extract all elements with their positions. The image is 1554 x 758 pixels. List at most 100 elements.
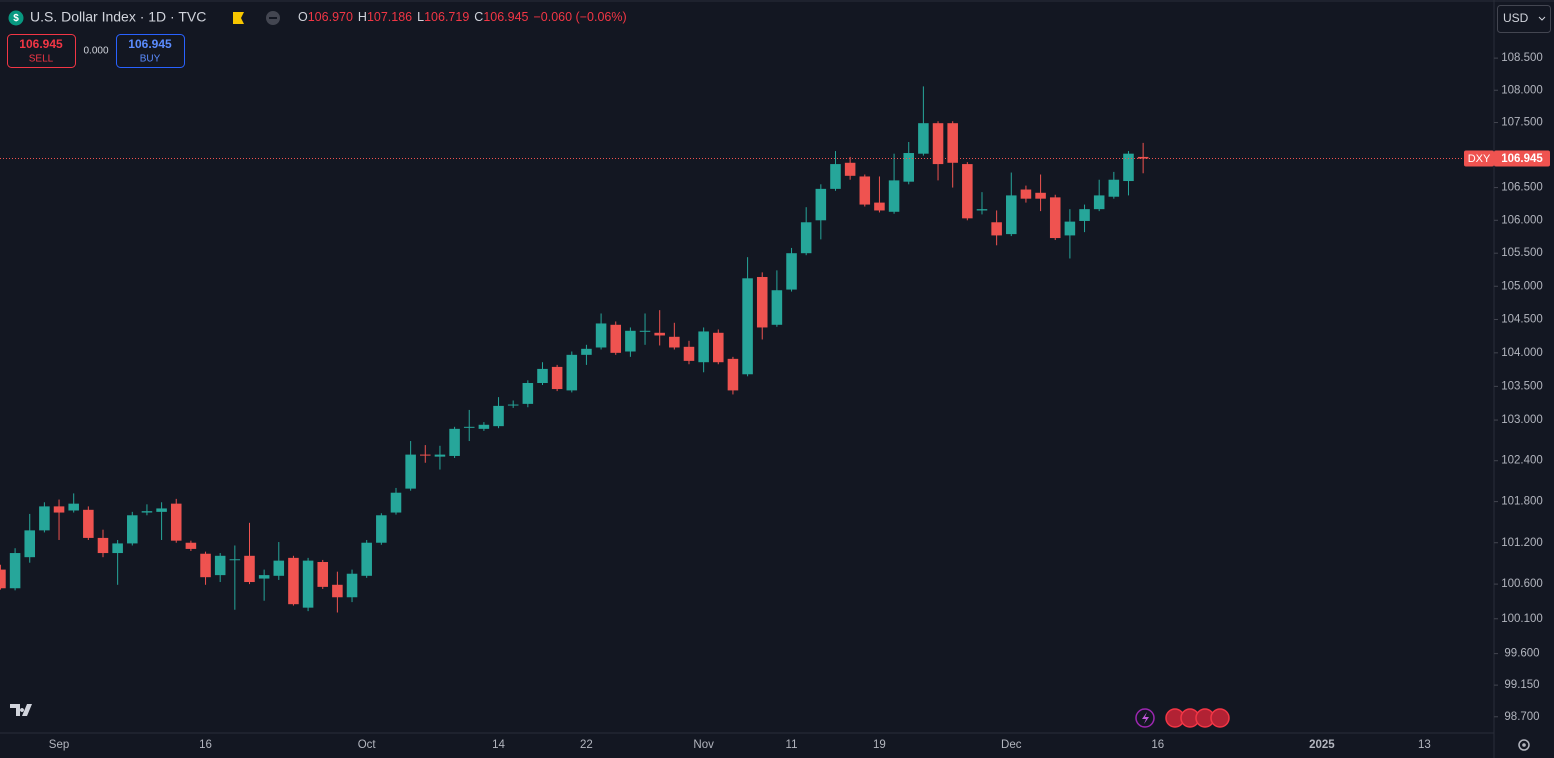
candle-body	[962, 164, 973, 219]
y-tick-label: 101.200	[1501, 537, 1543, 549]
candle-body	[507, 404, 519, 406]
chart-title[interactable]: U.S. Dollar Index · 1D · TVC	[30, 9, 206, 25]
candle-body	[434, 454, 446, 457]
candle-body	[200, 553, 211, 578]
y-tick-label: 100.600	[1501, 578, 1543, 590]
candle-body	[346, 573, 358, 598]
buy-button[interactable]	[116, 34, 185, 68]
candle-body	[742, 278, 753, 375]
x-tick-label: Oct	[358, 739, 377, 751]
candle-body	[332, 584, 343, 598]
candle-body	[478, 424, 490, 429]
candle-body	[918, 123, 929, 154]
candle-body	[815, 188, 827, 221]
candle-body	[68, 503, 79, 511]
candle-body	[449, 428, 460, 456]
candle-body	[1064, 221, 1076, 236]
x-tick-label: 13	[1418, 739, 1431, 751]
candle-body	[874, 202, 885, 211]
candle-body	[976, 209, 988, 211]
candle-body	[713, 332, 724, 363]
candle-body	[97, 537, 109, 554]
candle-body	[244, 555, 255, 583]
y-tick-label: 100.100	[1501, 613, 1543, 625]
y-tick-label: 103.000	[1501, 414, 1543, 426]
symbol-tag-label: DXY	[1468, 153, 1491, 165]
tv-logo[interactable]	[10, 704, 32, 716]
candle-body	[83, 509, 94, 538]
candle-body	[273, 560, 285, 576]
y-tick-label: 101.800	[1501, 496, 1543, 508]
candle-body	[214, 555, 226, 576]
candle-body	[888, 180, 900, 212]
sell-button[interactable]	[7, 34, 76, 68]
ohlc-label: C	[474, 10, 483, 24]
ohlc-label: L	[417, 10, 424, 24]
candle-body	[127, 515, 138, 544]
sell-price: 106.945	[19, 37, 63, 51]
candle-body	[932, 123, 944, 165]
candle-body	[1035, 192, 1046, 199]
ohlc-value: 107.186	[367, 10, 412, 24]
candle-body	[361, 542, 372, 576]
candle-body	[551, 366, 563, 390]
ohlc-label: O	[298, 10, 308, 24]
ohlc-legend: O106.970 H107.186 L106.719 C106.945 −0.060 (…	[298, 10, 627, 24]
currency-label: USD	[1503, 11, 1529, 25]
candle-body	[156, 508, 167, 512]
candle-body	[405, 454, 416, 489]
flag-icon[interactable]	[233, 12, 244, 24]
candle-body	[0, 569, 6, 589]
candle-body	[581, 348, 592, 355]
candle-body	[947, 123, 958, 163]
y-tick-label: 108.000	[1501, 84, 1543, 96]
candle-body	[639, 330, 651, 332]
candle-body	[288, 557, 299, 605]
us-flag-icon[interactable]	[1210, 708, 1230, 728]
candle-body	[493, 405, 504, 427]
y-tick-label: 107.500	[1501, 117, 1543, 129]
symbol-icon[interactable]	[8, 10, 24, 26]
candle-body	[24, 530, 36, 558]
x-tick-label: 11	[786, 739, 798, 751]
candle-body	[625, 330, 636, 352]
candle-body	[1006, 195, 1017, 235]
candle-body	[1020, 189, 1032, 199]
candle-body	[141, 511, 153, 513]
x-tick-label: Nov	[693, 739, 714, 751]
x-tick-label: 16	[199, 739, 212, 751]
candle-body	[9, 553, 21, 589]
x-tick-label: 2025	[1309, 739, 1335, 751]
y-tick-label: 105.000	[1501, 280, 1543, 292]
candle-body	[170, 503, 182, 541]
candle-body	[1108, 179, 1120, 197]
candle-body	[1093, 195, 1105, 210]
settings-icon[interactable]	[1518, 739, 1530, 751]
events-icon[interactable]	[1135, 708, 1155, 728]
candle-body	[522, 383, 534, 404]
ohlc-value: 106.945	[483, 10, 528, 24]
candle-body	[463, 426, 475, 428]
change: −0.060 (−0.06%)	[534, 10, 627, 24]
y-tick-label: 106.500	[1501, 182, 1543, 194]
settings-icon-center	[1522, 743, 1526, 747]
candle-body	[1079, 209, 1090, 221]
x-tick-label: Dec	[1001, 739, 1022, 751]
y-tick-label: 102.400	[1501, 455, 1543, 467]
candle-body	[756, 276, 768, 328]
candle-body	[727, 358, 739, 391]
y-tick-label: 98.700	[1504, 711, 1539, 723]
y-tick-label: 106.000	[1501, 214, 1543, 226]
candle-body	[185, 542, 197, 549]
currency-button[interactable]	[1497, 5, 1551, 33]
candle-body	[991, 222, 1002, 236]
candle-body	[595, 323, 607, 348]
candle-body	[376, 515, 387, 543]
last-price-label: 106.945	[1501, 153, 1543, 165]
y-tick-label: 104.000	[1501, 347, 1543, 359]
candle-body	[683, 346, 695, 361]
events-icon-glyph	[1142, 712, 1149, 724]
spread: 0.000	[83, 46, 108, 57]
economic-events[interactable]	[1165, 708, 1230, 728]
